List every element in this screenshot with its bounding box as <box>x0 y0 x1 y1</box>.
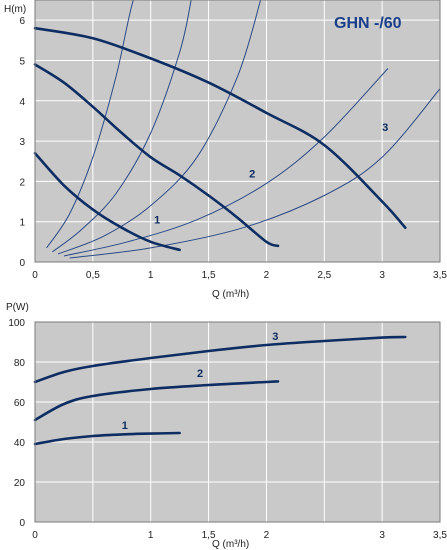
power-x-axis-label: Q (m³/h) <box>212 539 249 550</box>
head-x-tick-label: 3,5 <box>433 270 447 281</box>
head-series-2-line <box>33 63 280 248</box>
head-series <box>33 26 407 252</box>
head-x-axis-label: Q (m³/h) <box>212 289 249 300</box>
power-series-3-label: 3 <box>272 331 278 343</box>
power-series <box>33 335 407 446</box>
power-y-axis-label: P(W) <box>6 302 29 313</box>
head-series-2-label: 2 <box>249 168 255 180</box>
power-series-2-label: 2 <box>197 368 203 380</box>
power-flow-chart: 0 1 1,5 2 3 3,5 0 20 40 60 80 100 1 2 3 P(W) Q (m³/h… <box>6 302 447 550</box>
power-series-3-line <box>33 335 407 384</box>
system-curve-5 <box>69 88 440 259</box>
power-x-ticks: 0 1 1,5 2 3 3,5 <box>32 530 447 541</box>
head-flow-chart: 0 0,5 1 1,5 2 2,5 3 3,5 0 1 2 3 4 5 6 1 2 3 H(m) Q (m³/… <box>4 0 447 300</box>
power-y-tick-label: 100 <box>8 318 25 329</box>
head-y-tick-label: 5 <box>19 56 25 67</box>
head-plot-frame <box>34 0 441 263</box>
head-y-tick-label: 3 <box>19 137 25 148</box>
head-x-tick-label: 3 <box>379 270 385 281</box>
system-curve-2 <box>52 0 192 253</box>
power-series-1-line <box>33 431 181 446</box>
power-series-2-line <box>33 380 280 422</box>
head-series-3-line <box>33 26 407 229</box>
head-series-3-label: 3 <box>382 122 388 134</box>
power-x-tick-label: 1,5 <box>202 530 216 541</box>
power-x-tick-label: 1 <box>148 530 154 541</box>
head-x-ticks: 0 0,5 1 1,5 2 2,5 3 3,5 <box>32 270 447 281</box>
head-x-tick-label: 0 <box>32 270 38 281</box>
system-curve-4 <box>63 68 389 257</box>
head-x-tick-label: 2,5 <box>317 270 331 281</box>
head-x-tick-label: 0,5 <box>86 270 100 281</box>
power-x-tick-label: 3 <box>379 530 385 541</box>
power-x-tick-label: 0 <box>32 530 38 541</box>
head-y-ticks: 0 1 2 3 4 5 6 <box>19 16 25 269</box>
power-y-ticks: 0 20 40 60 80 100 <box>8 318 25 529</box>
head-series-1-label: 1 <box>154 215 160 227</box>
head-y-tick-label: 6 <box>19 16 25 27</box>
head-x-tick-label: 1 <box>148 270 154 281</box>
power-curve-labels: 1 2 3 <box>122 331 279 432</box>
head-y-axis-label: H(m) <box>4 4 26 15</box>
head-x-tick-label: 1,5 <box>202 270 216 281</box>
system-curve-1 <box>46 0 134 249</box>
power-y-tick-label: 80 <box>14 358 26 369</box>
power-series-1-label: 1 <box>122 420 128 432</box>
head-y-tick-label: 0 <box>19 258 25 269</box>
head-series-1-line <box>33 151 181 252</box>
head-y-tick-label: 1 <box>19 218 25 229</box>
head-curve-labels: 1 2 3 <box>154 122 388 227</box>
power-y-tick-label: 20 <box>14 478 26 489</box>
head-y-tick-label: 2 <box>19 177 25 188</box>
chart-title: GHN -/60 <box>334 15 402 32</box>
power-y-tick-label: 60 <box>14 398 26 409</box>
power-y-tick-label: 0 <box>19 518 25 529</box>
power-plot-frame <box>34 321 441 523</box>
power-y-tick-label: 40 <box>14 438 26 449</box>
head-y-tick-label: 4 <box>19 97 25 108</box>
power-x-tick-label: 2 <box>264 530 270 541</box>
power-plot-area <box>35 322 440 522</box>
head-x-tick-label: 2 <box>264 270 270 281</box>
power-x-tick-label: 3,5 <box>433 530 447 541</box>
